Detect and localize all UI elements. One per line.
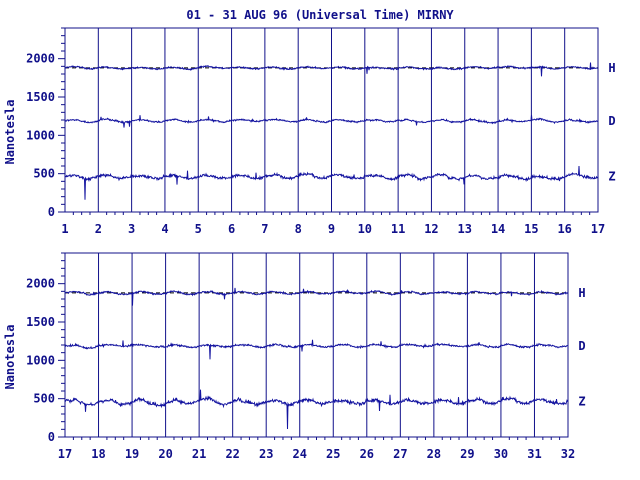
trace-h: [64, 287, 569, 306]
x-tick-label: 3: [128, 222, 135, 236]
trace-z: [64, 165, 599, 200]
x-tick-label: 28: [427, 447, 441, 461]
y-tick-label: 2000: [26, 277, 55, 291]
x-tick-label: 23: [259, 447, 273, 461]
y-tick-label: 1000: [26, 353, 55, 367]
y-tick-label: 500: [33, 167, 55, 181]
x-tick-label: 12: [424, 222, 438, 236]
trace-z: [64, 389, 569, 430]
series-label-z: Z: [608, 170, 615, 184]
y-tick-label: 1500: [26, 315, 55, 329]
x-tick-label: 18: [91, 447, 105, 461]
panel-bottom: 17 18 19 20 21 22 23 24 25 26 27 28 29 30 31 32 0 500 1000…: [3, 252, 586, 461]
y-tick-label: 500: [33, 392, 55, 406]
y-tick-label: 1500: [26, 90, 55, 104]
y-axis-label: Nanotesla: [3, 324, 17, 389]
series-label-z: Z: [578, 395, 585, 409]
trace-h: [64, 62, 599, 77]
series-label-h: H: [578, 286, 585, 300]
x-tick-label: 17: [58, 447, 72, 461]
x-tick-label: 30: [494, 447, 508, 461]
series-label-d: D: [608, 114, 615, 128]
x-tick-label: 17: [591, 222, 605, 236]
y-axis-label: Nanotesla: [3, 99, 17, 164]
x-tick-label: 8: [295, 222, 302, 236]
x-tick-label: 20: [158, 447, 172, 461]
x-tick-label: 21: [192, 447, 206, 461]
trace-d: [64, 339, 569, 360]
x-tick-label: 1: [61, 222, 68, 236]
x-tick-label: 15: [524, 222, 538, 236]
series-label-h: H: [608, 61, 615, 75]
x-tick-label: 32: [561, 447, 575, 461]
x-tick-label: 14: [491, 222, 505, 236]
y-tick-label: 1000: [26, 128, 55, 142]
x-tick-label: 13: [458, 222, 472, 236]
panel-top: 1 2 3 4 5 6 7 8 9 10 11 12 13 14 15 16 17050010001500200…: [3, 27, 616, 236]
series-label-d: D: [578, 339, 585, 353]
x-tick-label: 4: [161, 222, 168, 236]
x-tick-label: 19: [125, 447, 139, 461]
x-tick-label: 5: [195, 222, 202, 236]
x-tick-label: 27: [393, 447, 407, 461]
y-tick-label: 0: [48, 430, 55, 444]
chart-title: 01 - 31 AUG 96 (Universal Time) MIRNY: [186, 8, 454, 22]
x-tick-label: 16: [557, 222, 571, 236]
x-tick-label: 11: [391, 222, 405, 236]
x-tick-label: 10: [358, 222, 372, 236]
y-tick-label: 2000: [26, 52, 55, 66]
x-tick-label: 9: [328, 222, 335, 236]
trace-d: [64, 114, 599, 128]
x-tick-label: 7: [261, 222, 268, 236]
x-tick-label: 24: [293, 447, 307, 461]
x-tick-label: 25: [326, 447, 340, 461]
x-tick-label: 26: [360, 447, 374, 461]
y-tick-label: 0: [48, 205, 55, 219]
x-tick-label: 29: [460, 447, 474, 461]
x-tick-label: 31: [527, 447, 541, 461]
x-tick-label: 22: [225, 447, 239, 461]
x-tick-label: 2: [95, 222, 102, 236]
x-tick-label: 6: [228, 222, 235, 236]
